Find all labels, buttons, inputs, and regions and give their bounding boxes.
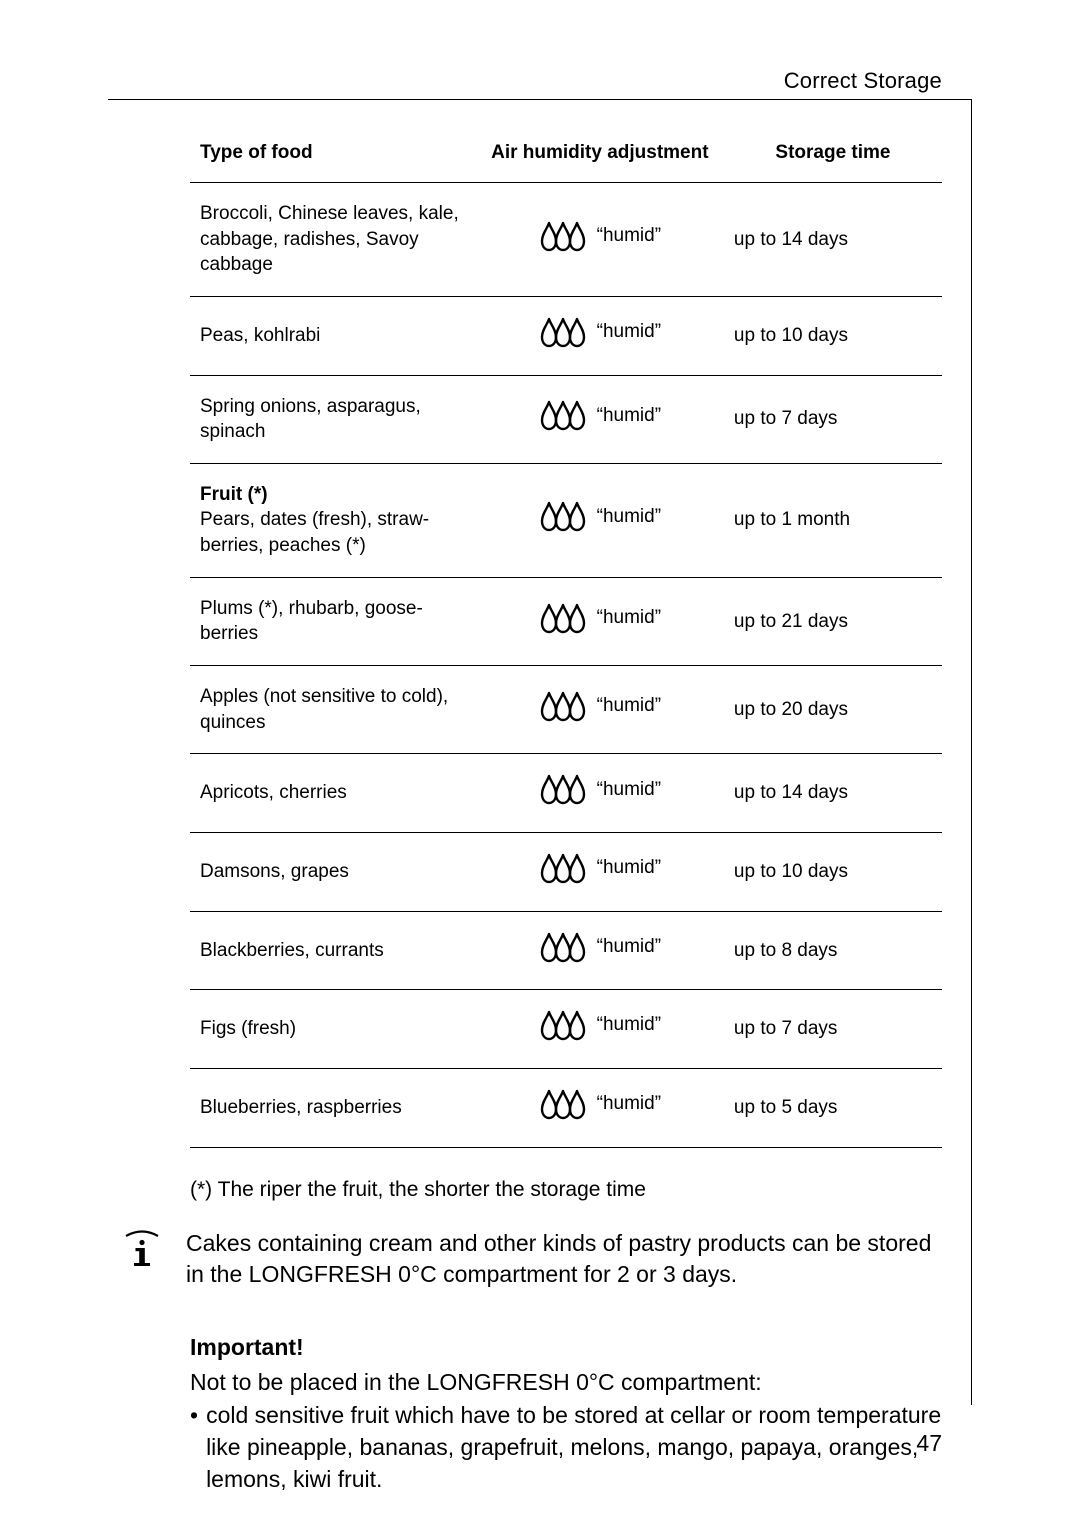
cell-time: up to 8 days: [724, 911, 942, 990]
humidity-label: “humid”: [597, 504, 661, 530]
table-row: Plums (*), rhubarb, goose­berries “humid”…: [190, 577, 942, 665]
cell-humidity: “humid”: [476, 911, 724, 990]
food-category-label: Fruit (*): [200, 482, 466, 508]
humidity-drops-icon: [539, 398, 587, 432]
food-text: Apricots, cherries: [200, 780, 466, 806]
food-text: Spring onions, asparagus, spinach: [200, 394, 466, 445]
humidity-drops-icon: [539, 315, 587, 349]
footnote-text: (*) The riper the fruit, the shorter the…: [190, 1178, 942, 1202]
important-bullet-text: cold sensitive fruit which have to be st…: [206, 1400, 942, 1495]
col-header-time: Storage time: [724, 130, 942, 183]
cell-humidity: “humid”: [476, 296, 724, 375]
table-row: Figs (fresh) “humid” up to 7 days: [190, 990, 942, 1069]
col-header-humidity: Air humidity adjustment: [476, 130, 724, 183]
humidity-drops-icon: [539, 851, 587, 885]
cell-humidity: “humid”: [476, 990, 724, 1069]
info-note-text: Cakes containing cream and other kinds o…: [186, 1228, 942, 1290]
cell-humidity: “humid”: [476, 666, 724, 754]
food-text: Damsons, grapes: [200, 859, 466, 885]
page-header-title: Correct Storage: [784, 68, 942, 94]
cell-time: up to 21 days: [724, 577, 942, 665]
cell-time: up to 5 days: [724, 1068, 942, 1147]
cell-food: Fruit (*)Pears, dates (fresh), straw­ber…: [190, 463, 476, 577]
table-row: Damsons, grapes “humid” up to 10 days: [190, 832, 942, 911]
important-bullet-row: • cold sensitive fruit which have to be …: [190, 1400, 942, 1495]
table-row: Spring onions, asparagus, spinach “humid”…: [190, 375, 942, 463]
cell-food: Broccoli, Chinese leaves, kale, cabbage,…: [190, 183, 476, 297]
food-text: Figs (fresh): [200, 1016, 466, 1042]
humidity-label: “humid”: [597, 223, 661, 249]
food-text: Blackberries, currants: [200, 938, 466, 964]
col-header-food: Type of food: [190, 130, 476, 183]
cell-humidity: “humid”: [476, 832, 724, 911]
humidity-label: “humid”: [597, 1012, 661, 1038]
cell-time: up to 14 days: [724, 754, 942, 833]
cell-food: Peas, kohlrabi: [190, 296, 476, 375]
cell-food: Apples (not sensitive to cold), quinces: [190, 666, 476, 754]
cell-humidity: “humid”: [476, 754, 724, 833]
cell-time: up to 7 days: [724, 990, 942, 1069]
table-row: Apples (not sensitive to cold), quinces “…: [190, 666, 942, 754]
page: Correct Storage Type of food Air humidit…: [0, 0, 1080, 1529]
food-text: Peas, kohlrabi: [200, 323, 466, 349]
humidity-drops-icon: [539, 930, 587, 964]
cell-humidity: “humid”: [476, 1068, 724, 1147]
food-text: Plums (*), rhubarb, goose­berries: [200, 596, 466, 647]
cell-food: Plums (*), rhubarb, goose­berries: [190, 577, 476, 665]
cell-time: up to 10 days: [724, 832, 942, 911]
top-rule: [108, 99, 972, 100]
humidity-label: “humid”: [597, 693, 661, 719]
cell-time: up to 10 days: [724, 296, 942, 375]
humidity-drops-icon: [539, 1008, 587, 1042]
cell-humidity: “humid”: [476, 577, 724, 665]
food-text: Broccoli, Chinese leaves, kale, cabbage,…: [200, 201, 466, 278]
table-row: Blackberries, currants “humid” up to 8 day…: [190, 911, 942, 990]
cell-food: Figs (fresh): [190, 990, 476, 1069]
humidity-drops-icon: [539, 219, 587, 253]
cell-food: Blackberries, currants: [190, 911, 476, 990]
cell-humidity: “humid”: [476, 183, 724, 297]
food-text: Pears, dates (fresh), straw­berries, pea…: [200, 507, 466, 558]
humidity-drops-icon: [539, 601, 587, 635]
humidity-drops-icon: [539, 499, 587, 533]
humidity-drops-icon: [539, 1087, 587, 1121]
humidity-label: “humid”: [597, 403, 661, 429]
storage-table: Type of food Air humidity adjustment Sto…: [190, 130, 942, 1148]
info-note-row: Cakes containing cream and other kinds o…: [122, 1228, 942, 1290]
table-row: Apricots, cherries “humid” up to 14 days: [190, 754, 942, 833]
right-rule: [971, 100, 972, 1405]
cell-time: up to 1 month: [724, 463, 942, 577]
humidity-label: “humid”: [597, 777, 661, 803]
cell-food: Apricots, cherries: [190, 754, 476, 833]
humidity-drops-icon: [539, 772, 587, 806]
cell-time: up to 14 days: [724, 183, 942, 297]
humidity-label: “humid”: [597, 1091, 661, 1117]
food-text: Blueberries, raspberries: [200, 1095, 466, 1121]
cell-humidity: “humid”: [476, 375, 724, 463]
cell-food: Blueberries, raspberries: [190, 1068, 476, 1147]
content-area: Type of food Air humidity adjustment Sto…: [190, 130, 942, 1496]
info-icon: [122, 1230, 162, 1275]
food-text: Apples (not sensitive to cold), quinces: [200, 684, 466, 735]
cell-time: up to 7 days: [724, 375, 942, 463]
cell-humidity: “humid”: [476, 463, 724, 577]
humidity-label: “humid”: [597, 605, 661, 631]
important-block: Important! Not to be placed in the LONGF…: [190, 1334, 942, 1496]
cell-time: up to 20 days: [724, 666, 942, 754]
important-label: Important!: [190, 1334, 942, 1361]
humidity-label: “humid”: [597, 319, 661, 345]
humidity-drops-icon: [539, 689, 587, 723]
table-row: Broccoli, Chinese leaves, kale, cabbage,…: [190, 183, 942, 297]
table-row: Peas, kohlrabi “humid” up to 10 days: [190, 296, 942, 375]
table-row: Blueberries, raspberries “humid” up to 5 d…: [190, 1068, 942, 1147]
cell-food: Damsons, grapes: [190, 832, 476, 911]
cell-food: Spring onions, asparagus, spinach: [190, 375, 476, 463]
table-header-row: Type of food Air humidity adjustment Sto…: [190, 130, 942, 183]
table-row: Fruit (*)Pears, dates (fresh), straw­ber…: [190, 463, 942, 577]
important-lead: Not to be placed in the LONGFRESH 0°C co…: [190, 1367, 942, 1399]
bullet-dot: •: [190, 1400, 198, 1495]
humidity-label: “humid”: [597, 855, 661, 881]
page-number: 47: [916, 1430, 942, 1457]
humidity-label: “humid”: [597, 934, 661, 960]
